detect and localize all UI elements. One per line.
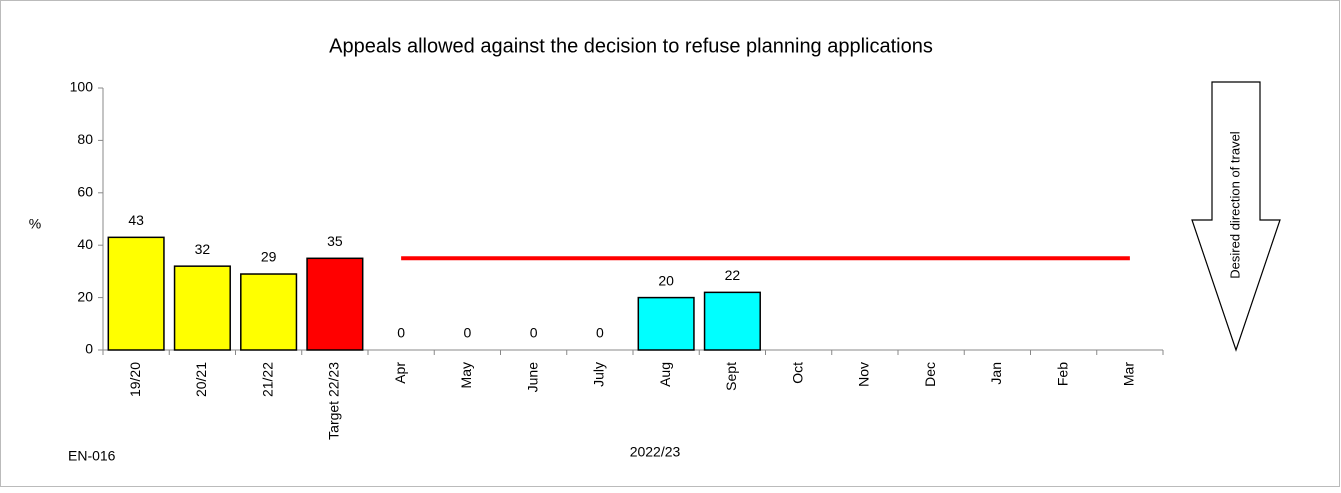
- bar: [703, 291, 761, 351]
- y-tick-label: 20: [77, 288, 93, 304]
- bar: [173, 265, 231, 351]
- value-label: 32: [195, 241, 211, 257]
- chart-title: Appeals allowed against the decision to …: [329, 35, 933, 57]
- value-label: 0: [596, 325, 604, 341]
- value-label: 43: [128, 212, 144, 228]
- y-tick-label: 40: [77, 236, 93, 252]
- bar: [240, 273, 298, 351]
- x-tick-label: July: [591, 362, 607, 387]
- value-label: 0: [463, 325, 471, 341]
- x-tick-label: Nov: [856, 362, 872, 387]
- value-label: 35: [327, 233, 343, 249]
- bar: [637, 296, 695, 351]
- value-label: 20: [658, 272, 674, 288]
- bar: [107, 236, 165, 351]
- x-tick-label: Mar: [1121, 362, 1137, 386]
- x-tick-label: May: [458, 362, 474, 388]
- direction-arrow: [1191, 81, 1281, 352]
- value-label: 22: [725, 267, 741, 283]
- y-tick-label: 0: [85, 341, 93, 357]
- x-tick-label: Jan: [988, 362, 1004, 385]
- x-tick-label: Oct: [789, 362, 805, 384]
- x-tick-label: 21/22: [259, 362, 275, 397]
- y-tick-label: 80: [77, 131, 93, 147]
- period-label: 2022/23: [630, 444, 681, 460]
- x-tick-label: Dec: [922, 362, 938, 387]
- x-tick-label: Apr: [392, 362, 408, 384]
- y-tick-label: 100: [70, 79, 94, 95]
- bar: [306, 257, 364, 351]
- value-label: 0: [397, 325, 405, 341]
- arrow-label: Desired direction of travel: [1227, 131, 1242, 279]
- value-label: 0: [530, 325, 538, 341]
- y-axis-label: %: [29, 216, 41, 232]
- chart-code: EN-016: [68, 448, 116, 464]
- x-tick-label: Target 22/23: [326, 362, 342, 440]
- x-tick-label: 20/21: [193, 362, 209, 397]
- value-label: 29: [261, 249, 277, 265]
- x-tick-label: June: [524, 362, 540, 393]
- y-tick-label: 60: [77, 184, 93, 200]
- x-tick-label: Aug: [657, 362, 673, 387]
- x-tick-label: Feb: [1054, 362, 1070, 386]
- x-tick-label: 19/20: [127, 362, 143, 397]
- x-tick-label: Sept: [723, 362, 739, 391]
